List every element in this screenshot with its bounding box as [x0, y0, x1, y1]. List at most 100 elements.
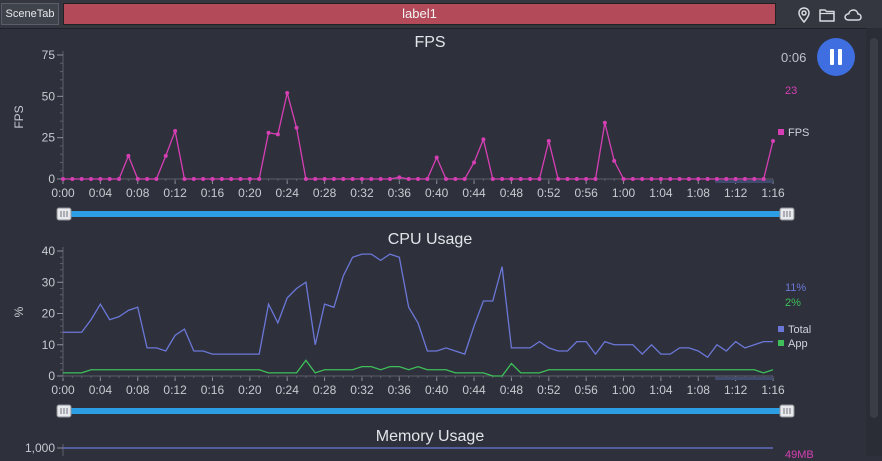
cpu-x-tick-label: 1:16 — [761, 383, 785, 397]
cpu-total-legend-item[interactable]: Total — [778, 324, 811, 336]
fps-data-point — [313, 177, 318, 181]
fps-x-tick-label: 0:16 — [201, 186, 225, 200]
fps-data-point — [79, 177, 84, 181]
fps-data-point — [574, 177, 579, 181]
fps-x-tick-label: 0:48 — [500, 186, 524, 200]
cpu-app-current-value: 2% — [785, 297, 801, 309]
cpu-x-tick-label: 0:12 — [163, 383, 187, 397]
fps-data-point — [462, 177, 467, 181]
fps-chart: 0 25 50 75 0:00 0:04 0:08 0:12 0:16 0:20 0:24 0:28 0… — [42, 48, 785, 200]
fps-data-point — [509, 177, 514, 181]
fps-data-point — [229, 177, 234, 181]
fps-data-point — [742, 177, 747, 181]
fps-x-tick-label: 1:04 — [649, 186, 673, 200]
fps-data-point — [490, 177, 495, 181]
fps-data-point — [331, 177, 336, 181]
fps-data-point — [341, 177, 346, 181]
fps-x-tick-label: 0:20 — [238, 186, 262, 200]
cpu-x-tick-label: 0:00 — [51, 383, 75, 397]
profiler-panel: 0 25 50 75 0:00 0:04 0:08 0:12 0:16 0:20 0:24 0:28 0… — [0, 28, 866, 456]
cpu-y-tick-label: 0 — [48, 369, 55, 383]
fps-x-tick-label: 0:56 — [574, 186, 598, 200]
fps-legend-item[interactable]: FPS — [778, 127, 809, 139]
fps-range-slider[interactable] — [56, 207, 795, 221]
cpu-y-tick-label: 20 — [42, 307, 56, 321]
fps-data-point — [612, 158, 617, 163]
cpu-series-line-app — [63, 359, 774, 377]
fps-x-tick-label: 0:32 — [350, 186, 374, 200]
fps-data-point — [322, 177, 327, 181]
fps-data-point — [761, 177, 766, 181]
cpu-y-tick-label: 30 — [42, 275, 56, 289]
fps-series-line-fps — [63, 92, 774, 180]
cpu-range-handle-right[interactable] — [779, 404, 795, 418]
pause-button[interactable] — [817, 38, 855, 76]
cpu-range-track — [63, 408, 788, 414]
fps-x-tick-label: 1:16 — [761, 186, 785, 200]
fps-data-point — [247, 177, 252, 181]
fps-data-point — [359, 177, 364, 181]
cpu-y-tick-label: 10 — [42, 338, 56, 352]
fps-chart-title: FPS — [414, 34, 446, 51]
cpu-total-legend-swatch — [778, 326, 784, 333]
cpu-x-tick-label: 0:52 — [537, 383, 561, 397]
cpu-series-line-total — [63, 253, 773, 359]
cpu-x-tick-label: 0:48 — [500, 383, 524, 397]
fps-legend-swatch — [778, 129, 784, 136]
fps-data-point — [387, 177, 392, 181]
fps-data-point — [649, 177, 654, 181]
fps-data-point — [210, 177, 215, 181]
memory-y-tick-label: 1,000 — [25, 441, 55, 455]
fps-range-handle-right[interactable] — [779, 207, 795, 221]
fps-current-value: 23 — [785, 85, 798, 97]
fps-data-point — [145, 177, 150, 181]
folder-icon[interactable] — [818, 6, 836, 24]
fps-data-point — [98, 177, 103, 181]
cpu-app-legend-item[interactable]: App — [778, 338, 808, 350]
fps-y-axis-label: FPS — [12, 105, 26, 129]
scroll-thumb[interactable] — [870, 38, 878, 418]
fps-data-point — [537, 177, 542, 181]
fps-data-point — [425, 177, 430, 181]
fps-data-point — [275, 132, 280, 137]
location-icon[interactable] — [795, 6, 813, 24]
fps-y-tick-label: 25 — [42, 131, 56, 145]
fps-x-tick-label: 0:08 — [126, 186, 150, 200]
fps-data-point — [416, 177, 420, 181]
fps-data-point — [724, 177, 729, 181]
cpu-app-legend-label: App — [788, 338, 808, 350]
fps-data-point — [89, 177, 94, 181]
cpu-range-slider[interactable] — [56, 404, 795, 418]
memory-chart: 1,000 — [25, 441, 773, 456]
fps-x-tick-label: 1:00 — [612, 186, 636, 200]
elapsed-time: 0:06 — [781, 50, 807, 65]
fps-data-point — [621, 177, 626, 181]
fps-data-point — [453, 177, 458, 181]
fps-data-point — [369, 177, 374, 181]
fps-data-point — [61, 177, 65, 181]
cpu-range-handle-left[interactable] — [56, 404, 72, 418]
scene-label-bar[interactable]: label1 — [63, 3, 776, 25]
fps-x-tick-label: 0:04 — [89, 186, 113, 200]
fps-data-point — [201, 177, 206, 181]
cpu-x-tick-label: 0:04 — [89, 383, 113, 397]
fps-data-point — [733, 177, 738, 181]
fps-y-tick-label: 0 — [48, 172, 55, 186]
fps-data-point — [771, 138, 775, 143]
fps-data-point — [668, 177, 673, 181]
fps-x-tick-label: 0:12 — [163, 186, 187, 200]
fps-data-point — [285, 91, 290, 96]
vertical-scrollbar[interactable] — [866, 28, 882, 456]
fps-x-tick-label: 0:44 — [462, 186, 486, 200]
cpu-x-tick-label: 0:16 — [201, 383, 225, 397]
fps-range-handle-left[interactable] — [56, 207, 72, 221]
cpu-x-tick-label: 1:04 — [649, 383, 673, 397]
fps-data-point — [238, 177, 243, 181]
cloud-icon[interactable] — [843, 6, 863, 24]
fps-data-point — [397, 175, 402, 180]
fps-data-point — [481, 137, 486, 142]
fps-legend-label: FPS — [788, 127, 810, 139]
scene-tab-button[interactable]: SceneTab — [1, 3, 59, 25]
fps-x-tick-label: 0:28 — [313, 186, 337, 200]
fps-data-point — [191, 177, 196, 181]
